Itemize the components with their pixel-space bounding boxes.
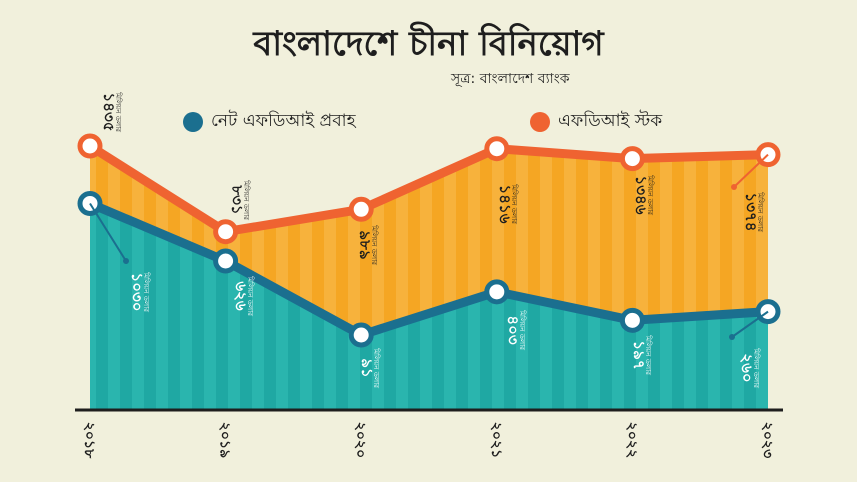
x-tick-label: ২০১৯ [217, 422, 233, 458]
flow-point [213, 248, 239, 274]
stock-value-label-value: ১৪৩৫ [100, 93, 118, 132]
flow-value-label-value: ২৬০ [738, 353, 756, 382]
flow-leader-dot [729, 334, 735, 340]
stock-value-label-unit: মিলিয়ন ডলার [114, 91, 122, 132]
x-tick-label-text: ২০২০ [352, 422, 368, 458]
stock-leader-line [733, 153, 769, 188]
stock-point [348, 196, 374, 222]
flow-area [90, 203, 768, 410]
stock-value-label-value: ১৩৪৬ [632, 176, 650, 215]
x-tick-label: ২০১৮ [81, 422, 97, 459]
flow-value-label-unit: মিলিয়ন ডলার [246, 275, 254, 316]
flow-value-label-unit: মিলিয়ন ডলার [372, 347, 380, 388]
stock-leader-dot [731, 184, 737, 190]
legend-swatch-flow [183, 112, 203, 132]
stock-point [213, 219, 239, 245]
stock-line [87, 142, 769, 237]
x-tick-label-text: ২০২৩ [759, 422, 775, 458]
stock-point [619, 146, 645, 172]
flow-value-label-value: ৬২৬ [232, 281, 250, 311]
flow-value-label-value: ১৯৭ [630, 340, 648, 369]
stock-value-label-value: ১৩৭৪ [742, 193, 760, 232]
flow-leader-line [89, 202, 127, 262]
flow-value-label: ৯১মিলিয়ন ডলার [358, 347, 380, 388]
flow-value-label-unit: মিলিয়ন ডলার [142, 271, 150, 312]
stock-value-label-unit: মিলিয়ন ডলার [242, 179, 250, 220]
stock-value-label-unit: মিলিয়ন ডলার [646, 174, 654, 215]
stock-value-label-value: ৮৩১ [228, 184, 246, 214]
flow-line [88, 199, 769, 340]
flow-value-label-unit: মিলিয়ন ডলার [518, 309, 526, 350]
stock-value-label-unit: মিলিয়ন ডলার [370, 224, 378, 265]
flow-leader-line [731, 310, 769, 338]
x-tick-label-text: ২০১৮ [81, 422, 97, 459]
x-tick-label: ২০২২ [623, 422, 639, 458]
flow-value-label-value: ৯১ [358, 358, 376, 377]
flow-point [348, 322, 374, 348]
legend-label-flow: নেট এফডিআই প্রবাহ [211, 111, 356, 131]
chart-source: সূত্র: বাংলাদেশ ব্যাংক [451, 71, 570, 87]
stock-value-label-value: ১৪১৬ [496, 185, 514, 224]
stock-value-label-unit: মিলিয়ন ডলার [510, 183, 518, 224]
x-tick-label: ২০২০ [352, 422, 368, 458]
flow-leader-dot [123, 258, 129, 264]
stock-value-label-unit: মিলিয়ন ডলার [756, 191, 764, 232]
x-tick-label-text: ২০১৯ [217, 422, 233, 458]
x-tick-label-text: ২০২২ [623, 422, 639, 458]
flow-value-label-unit: মিলিয়ন ডলার [644, 334, 652, 375]
x-tick-label: ২০২৩ [759, 422, 775, 458]
flow-point [619, 307, 645, 333]
stock-value-label-value: ৯৮৯ [356, 230, 374, 259]
chart-title: বাংলাদেশে চীনা বিনিয়োগ [253, 24, 604, 64]
flow-value-label-unit: মিলিয়ন ডলার [752, 347, 760, 388]
flow-value-label-value: ৪০৩ [504, 315, 522, 344]
x-tick-label-text: ২০২১ [488, 422, 504, 458]
stock-point [77, 133, 103, 159]
x-tick-label: ২০২১ [488, 422, 504, 458]
legend-item-stock: এফডিআই স্টক [530, 108, 662, 136]
stock-point [484, 136, 510, 162]
flow-point [484, 279, 510, 305]
legend-label-stock: এফডিআই স্টক [558, 111, 663, 131]
legend-item-flow: নেট এফডিআই প্রবাহ [183, 108, 356, 136]
flow-value-label-value: ১০৩০ [128, 273, 146, 312]
legend-swatch-stock [530, 112, 550, 132]
